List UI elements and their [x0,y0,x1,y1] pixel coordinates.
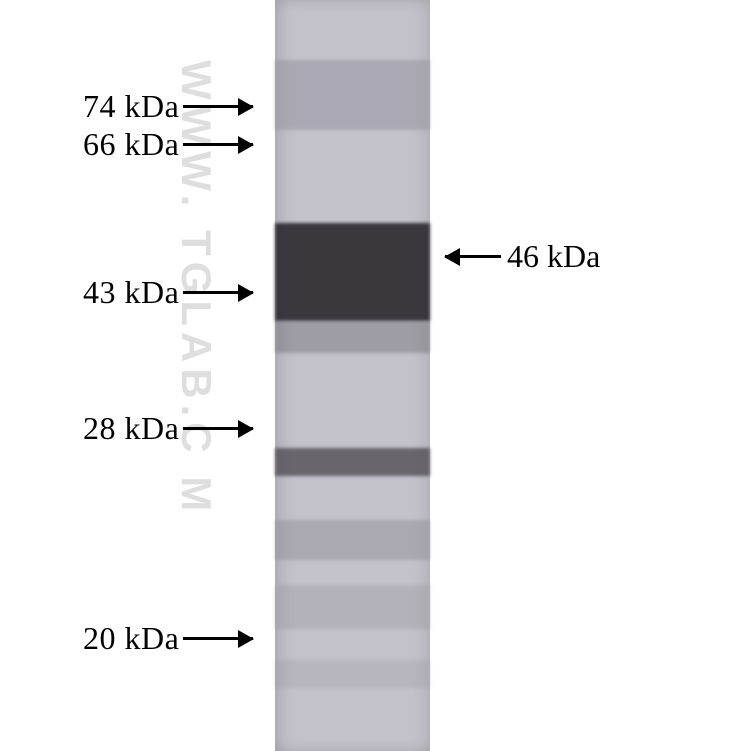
gel-band [275,448,430,476]
arrow-right-icon [183,291,253,294]
arrow-right-icon [183,427,253,430]
arrow-right-icon [183,637,253,640]
gel-band [275,60,430,130]
gel-band [275,223,430,321]
marker-label: 74 kDa [83,88,179,125]
marker-28kda: 28 kDa [83,410,253,447]
marker-label: 43 kDa [83,274,179,311]
gel-band [275,585,430,629]
arrow-left-icon [445,255,501,258]
gel-band [275,660,430,688]
marker-label: 20 kDa [83,620,179,657]
gel-band [275,321,430,353]
arrow-right-icon [183,143,253,146]
marker-label: 28 kDa [83,410,179,447]
marker-20kda: 20 kDa [83,620,253,657]
callout-label: 46 kDa [507,238,600,275]
gel-band [275,520,430,560]
callout-46kda: 46 kDa [445,238,600,275]
marker-66kda: 66 kDa [83,126,253,163]
arrow-right-icon [183,105,253,108]
marker-43kda: 43 kDa [83,274,253,311]
marker-label: 66 kDa [83,126,179,163]
marker-74kda: 74 kDa [83,88,253,125]
gel-lane [275,0,430,751]
